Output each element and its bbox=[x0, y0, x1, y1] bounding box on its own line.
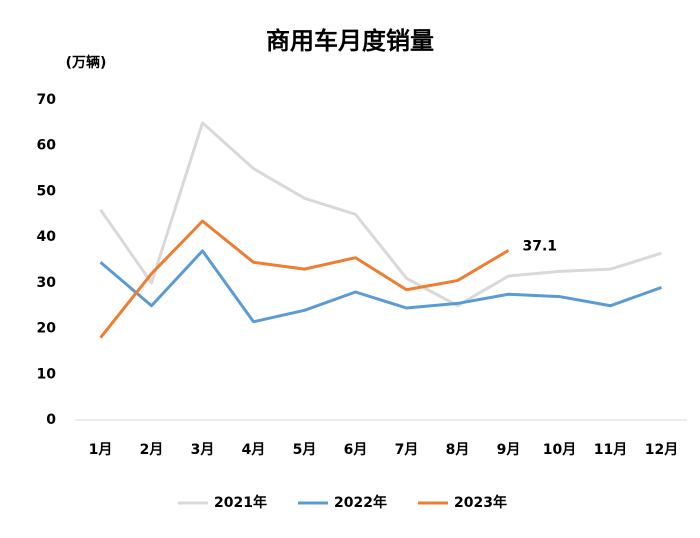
y-tick-label: 10 bbox=[37, 366, 57, 382]
y-tick-label: 30 bbox=[37, 275, 57, 291]
x-tick-label: 12月 bbox=[645, 442, 678, 458]
y-tick-label: 0 bbox=[46, 412, 56, 428]
x-tick-label: 3月 bbox=[191, 442, 215, 458]
series-line bbox=[99, 121, 662, 308]
chart-title: 商用车月度销量 bbox=[266, 27, 434, 55]
y-tick-label: 70 bbox=[37, 92, 57, 108]
x-tick-label: 11月 bbox=[594, 442, 627, 458]
y-tick-label: 40 bbox=[37, 229, 57, 245]
y-tick-label: 20 bbox=[37, 321, 57, 337]
legend-label: 2021年 bbox=[214, 494, 267, 511]
data-label: 37.1 bbox=[523, 238, 558, 254]
legend-label: 2023年 bbox=[454, 494, 507, 511]
x-tick-label: 9月 bbox=[497, 442, 521, 458]
x-tick-label: 5月 bbox=[293, 442, 317, 458]
legend-label: 2022年 bbox=[334, 494, 387, 511]
series-line bbox=[99, 249, 663, 324]
x-tick-label: 7月 bbox=[395, 442, 419, 458]
x-tick-label: 10月 bbox=[543, 442, 576, 458]
y-tick-label: 50 bbox=[37, 183, 57, 199]
x-tick-label: 2月 bbox=[140, 442, 164, 458]
x-tick-label: 8月 bbox=[446, 442, 470, 458]
y-axis-label: (万辆) bbox=[66, 54, 107, 71]
y-tick-label: 60 bbox=[37, 138, 57, 154]
series-line bbox=[99, 219, 510, 339]
x-tick-label: 4月 bbox=[242, 442, 266, 458]
x-tick-label: 1月 bbox=[89, 442, 113, 458]
x-tick-label: 6月 bbox=[344, 442, 368, 458]
